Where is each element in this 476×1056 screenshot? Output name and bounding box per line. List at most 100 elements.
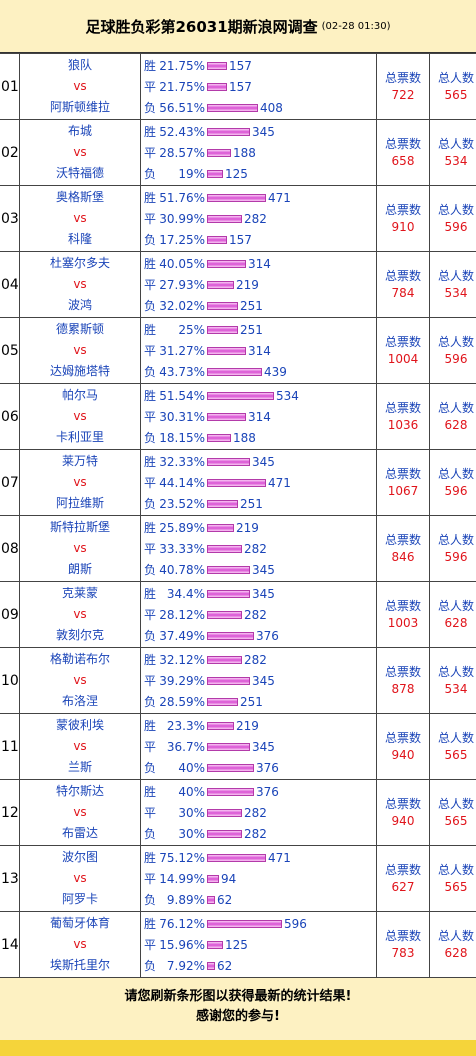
lose-label: 负: [144, 101, 157, 115]
match-number: 06: [0, 383, 20, 450]
win-percent: 25%: [178, 322, 205, 337]
lose-bar: [207, 565, 250, 574]
match-number: 03: [0, 185, 20, 252]
draw-count: 314: [248, 343, 271, 358]
win-row: 胜 32.12% 282: [144, 649, 376, 670]
vs-label: vs: [73, 739, 87, 753]
match-row: 09 克莱蒙 vs 敦刻尔克 胜 34.4% 345 平 28.12% 282 负 37.49% 376…: [0, 581, 476, 648]
win-label: 胜: [144, 521, 157, 535]
match-number: 13: [0, 845, 20, 912]
home-team[interactable]: 狼队: [67, 58, 92, 72]
lose-count: 376: [256, 760, 279, 775]
match-teams: 斯特拉斯堡 vs 朗斯: [19, 515, 141, 582]
total-people-cell: 总人数 596: [429, 449, 476, 516]
home-team[interactable]: 莱万特: [61, 454, 98, 468]
draw-row: 平 28.57% 188: [144, 142, 376, 163]
away-team[interactable]: 兰斯: [67, 760, 92, 774]
win-label: 胜: [144, 125, 157, 139]
draw-label: 平: [144, 212, 157, 226]
total-people-cell: 总人数 565: [429, 53, 476, 120]
home-team[interactable]: 奥格斯堡: [55, 190, 104, 204]
total-votes-label: 总票数: [384, 598, 421, 613]
away-team[interactable]: 波鸿: [67, 298, 92, 312]
home-team[interactable]: 波尔图: [61, 850, 98, 864]
total-people-value: 596: [444, 549, 468, 564]
total-votes-cell: 总票数 910: [376, 185, 430, 252]
home-team[interactable]: 特尔斯达: [55, 784, 104, 798]
lose-percent: 56.51%: [159, 100, 205, 115]
total-people-cell: 总人数 596: [429, 515, 476, 582]
draw-label: 平: [144, 80, 157, 94]
win-row: 胜 21.75% 157: [144, 55, 376, 76]
total-people-label: 总人数: [437, 664, 474, 679]
draw-label: 平: [144, 410, 157, 424]
away-team[interactable]: 科隆: [67, 232, 92, 246]
match-teams: 杜塞尔多夫 vs 波鸿: [19, 251, 141, 318]
vote-bars: 胜 40.05% 314 平 27.93% 219 负 32.02% 251: [140, 251, 377, 318]
away-team[interactable]: 阿罗卡: [61, 892, 98, 906]
vs-label: vs: [73, 475, 87, 489]
home-team[interactable]: 德累斯顿: [55, 322, 104, 336]
draw-percent: 33.33%: [159, 541, 205, 556]
lose-percent: 28.59%: [159, 694, 205, 709]
match-teams: 奥格斯堡 vs 科隆: [19, 185, 141, 252]
lose-row: 负 43.73% 439: [144, 361, 376, 382]
total-votes-label: 总票数: [384, 796, 421, 811]
win-count: 345: [252, 124, 275, 139]
home-team[interactable]: 格勒诺布尔: [49, 652, 110, 666]
total-votes-cell: 总票数 1036: [376, 383, 430, 450]
home-team[interactable]: 布城: [67, 124, 92, 138]
total-votes-cell: 总票数 627: [376, 845, 430, 912]
win-count: 345: [252, 454, 275, 469]
draw-label: 平: [144, 542, 157, 556]
draw-percent: 31.27%: [159, 343, 205, 358]
total-people-label: 总人数: [437, 598, 474, 613]
total-votes-value: 784: [391, 285, 415, 300]
away-team[interactable]: 阿斯顿维拉: [49, 100, 110, 114]
win-label: 胜: [144, 257, 157, 271]
lose-percent: 7.92%: [166, 958, 205, 973]
away-team[interactable]: 布雷达: [61, 826, 98, 840]
total-people-label: 总人数: [437, 334, 474, 349]
total-votes-value: 878: [391, 681, 415, 696]
win-count: 157: [229, 58, 252, 73]
draw-bar: [207, 808, 242, 817]
home-team[interactable]: 蒙彼利埃: [55, 718, 104, 732]
away-team[interactable]: 布洛涅: [61, 694, 98, 708]
home-team[interactable]: 葡萄牙体育: [49, 916, 110, 930]
total-votes-cell: 总票数 722: [376, 53, 430, 120]
total-votes-label: 总票数: [384, 862, 421, 877]
home-team[interactable]: 克莱蒙: [61, 586, 98, 600]
away-team[interactable]: 埃斯托里尔: [49, 958, 110, 972]
home-team[interactable]: 杜塞尔多夫: [49, 256, 110, 270]
win-bar: [207, 853, 266, 862]
total-votes-label: 总票数: [384, 928, 421, 943]
draw-percent: 28.12%: [159, 607, 205, 622]
total-votes-value: 1004: [387, 351, 419, 366]
away-team[interactable]: 阿拉维斯: [55, 496, 104, 510]
away-team[interactable]: 沃特福德: [55, 166, 104, 180]
lose-bar: [207, 301, 238, 310]
away-team[interactable]: 敦刻尔克: [55, 628, 104, 642]
home-team[interactable]: 帕尔马: [61, 388, 98, 402]
total-people-value: 565: [444, 747, 468, 762]
win-percent: 23.3%: [166, 718, 205, 733]
win-row: 胜 32.33% 345: [144, 451, 376, 472]
lose-label: 负: [144, 497, 157, 511]
home-team[interactable]: 斯特拉斯堡: [49, 520, 110, 534]
away-team[interactable]: 达姆施塔特: [49, 364, 110, 378]
lose-label: 负: [144, 893, 157, 907]
total-votes-cell: 总票数 1067: [376, 449, 430, 516]
vs-label: vs: [73, 937, 87, 951]
lose-count: 251: [240, 496, 263, 511]
win-label: 胜: [144, 785, 157, 799]
away-team[interactable]: 卡利亚里: [55, 430, 104, 444]
total-people-value: 596: [444, 351, 468, 366]
lose-bar: [207, 235, 227, 244]
lose-percent: 40%: [178, 760, 205, 775]
draw-percent: 44.14%: [159, 475, 205, 490]
total-people-label: 总人数: [437, 136, 474, 151]
total-votes-cell: 总票数 940: [376, 779, 430, 846]
total-votes-value: 940: [391, 813, 415, 828]
away-team[interactable]: 朗斯: [67, 562, 92, 576]
